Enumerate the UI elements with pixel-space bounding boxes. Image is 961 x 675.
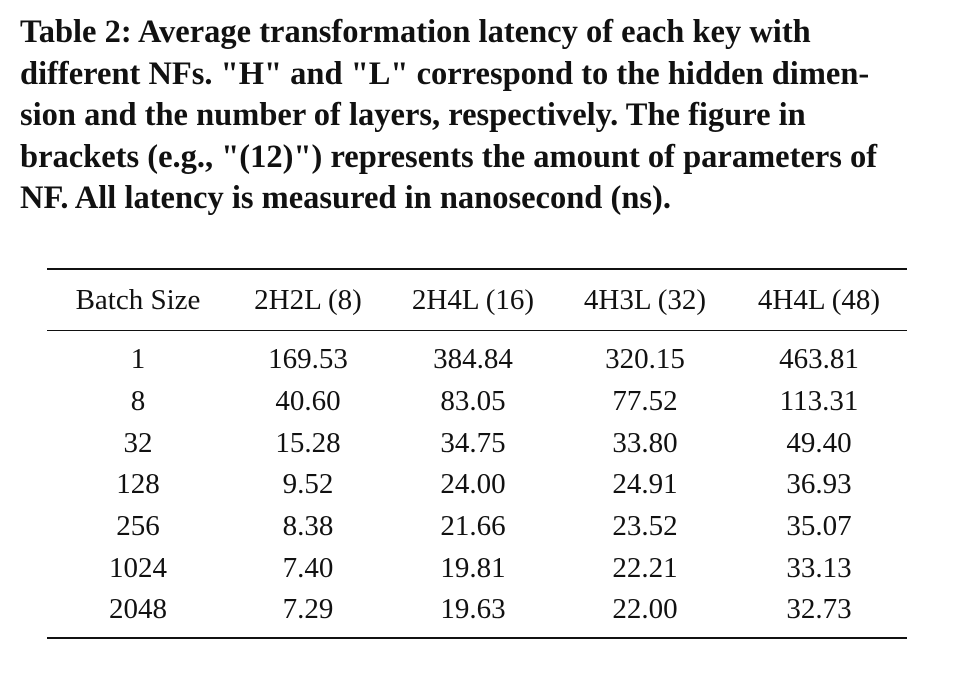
- table-cell: 22.00: [559, 589, 731, 639]
- table-cell: 19.63: [387, 589, 559, 639]
- table-cell: 33.13: [786, 551, 852, 584]
- caption-line: brackets (e.g., "(12)") represents the a…: [20, 138, 878, 175]
- table-cell: 24.91: [612, 468, 678, 501]
- table-cell: 23.52: [612, 510, 678, 543]
- table-row: 8 40.60 83.05 77.52 113.31: [47, 381, 907, 423]
- table-cell: 384.84: [433, 343, 513, 376]
- caption-line: Table 2: Average transformation latency …: [20, 14, 811, 50]
- latency-table: Batch Size 2H2L (8) 2H4L (16) 4H3L (32) …: [47, 268, 907, 639]
- table-cell: 33.80: [612, 426, 678, 459]
- table-cell: 463.81: [779, 343, 859, 376]
- table-caption: Table 2: Average transformation latency …: [20, 12, 945, 220]
- header-4h4l: 4H4L (48): [731, 268, 907, 331]
- header-2h2l: 2H2L (8): [229, 268, 387, 331]
- table-cell: 1024: [109, 551, 167, 584]
- table-cell: 32: [123, 426, 153, 459]
- caption-line: sion and the number of layers, respectiv…: [20, 97, 806, 133]
- table-cell: 77.52: [612, 385, 678, 418]
- header-batch-size: Batch Size: [47, 268, 229, 331]
- table-cell: 113.31: [779, 385, 859, 418]
- table-cell: 169.53: [268, 343, 348, 376]
- caption-line: different NFs. "H" and "L" correspond to…: [20, 55, 870, 92]
- table-cell: 7.40: [282, 551, 334, 584]
- table-cell: 34.75: [440, 426, 506, 459]
- table-cell: 9.52: [282, 468, 334, 501]
- header-4h3l: 4H3L (32): [559, 268, 731, 331]
- table-cell: 2048: [47, 589, 229, 639]
- table-cell: 35.07: [786, 510, 852, 543]
- table-cell: 320.15: [605, 343, 685, 376]
- table-cell: 8: [130, 385, 146, 418]
- table-row: 128 9.52 24.00 24.91 36.93: [47, 464, 907, 506]
- table-cell: 8.38: [282, 510, 334, 543]
- table-cell: 36.93: [786, 468, 852, 501]
- table-cell: 256: [116, 510, 160, 543]
- header-2h4l: 2H4L (16): [387, 268, 559, 331]
- table-row: 1024 7.40 19.81 22.21 33.13: [47, 547, 907, 589]
- table-cell: 83.05: [440, 385, 506, 418]
- table-cell: 19.81: [440, 551, 506, 584]
- table-cell: 49.40: [786, 426, 852, 459]
- table-cell: 40.60: [275, 385, 341, 418]
- caption-line: NF. All latency is measured in nanosecon…: [20, 180, 671, 216]
- table-row: 256 8.38 21.66 23.52 35.07: [47, 506, 907, 548]
- table-cell: 21.66: [440, 510, 506, 543]
- table-cell: 24.00: [440, 468, 506, 501]
- header-row: Batch Size 2H2L (8) 2H4L (16) 4H3L (32) …: [47, 268, 907, 331]
- table-cell: 15.28: [275, 426, 341, 459]
- table-cell: 22.21: [612, 551, 678, 584]
- table-cell: 7.29: [229, 589, 387, 639]
- table-cell: 128: [116, 468, 160, 501]
- table-row: 1 169.53 384.84 320.15 463.81: [47, 331, 907, 381]
- latency-table-container: Batch Size 2H2L (8) 2H4L (16) 4H3L (32) …: [47, 268, 907, 639]
- table-row: 32 15.28 34.75 33.80 49.40: [47, 422, 907, 464]
- table-row: 2048 7.29 19.63 22.00 32.73: [47, 589, 907, 639]
- table-cell: 1: [130, 343, 146, 376]
- table-cell: 32.73: [731, 589, 907, 639]
